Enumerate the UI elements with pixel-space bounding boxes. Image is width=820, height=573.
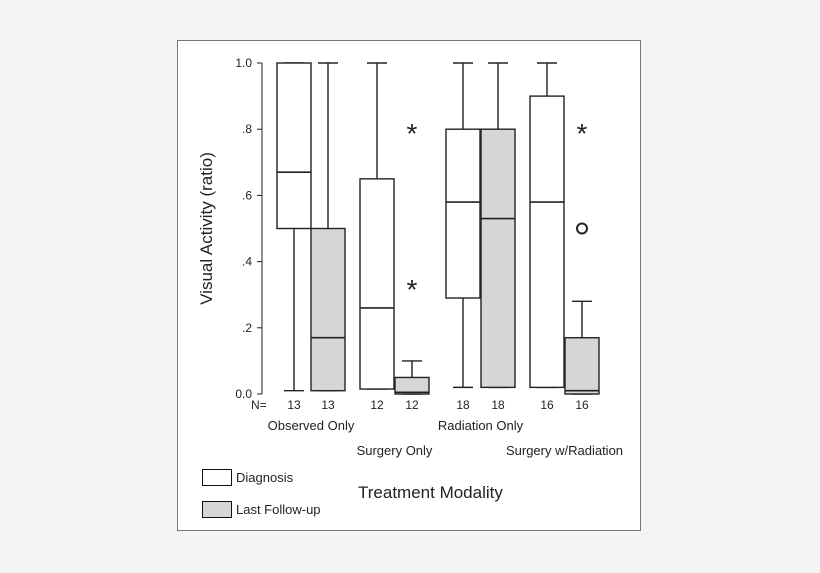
y-tick-label-5: 1.0 (235, 56, 252, 70)
y-tick-label-0: 0.0 (235, 387, 252, 401)
n-prefix-label: N= (251, 398, 267, 412)
n-count-diagnosis-2: 18 (456, 398, 470, 412)
box-last-follow-up-0 (310, 227, 346, 392)
n-count-last-follow-up-0: 13 (321, 398, 335, 412)
box-diagnosis-2 (445, 128, 481, 299)
box-diagnosis-1 (359, 178, 395, 390)
outlier-star-last-follow-up-1-1: * (407, 274, 418, 305)
group-label-radiation-only: Radiation Only (438, 418, 524, 433)
legend-label-diagnosis: Diagnosis (236, 470, 294, 485)
n-count-diagnosis-1: 12 (370, 398, 384, 412)
group-label-surgery-w-radiation: Surgery w/Radiation (506, 443, 623, 458)
box-last-follow-up-1 (394, 376, 430, 395)
y-tick-label-1: .2 (242, 321, 252, 335)
y-axis-title: Visual Activity (ratio) (197, 152, 216, 305)
group-label-observed-only: Observed Only (268, 418, 355, 433)
box-plot: 0.0 .2 .4 .6 .8 1.0 Visual Activity (ratio) N= 1… (197, 56, 623, 458)
group-label-surgery-only: Surgery Only (357, 443, 433, 458)
y-tick-label-3: .6 (242, 188, 252, 202)
n-count-diagnosis-3: 16 (540, 398, 554, 412)
n-count-last-follow-up-2: 18 (491, 398, 505, 412)
outlier-star-last-follow-up-1-0: * (407, 118, 418, 149)
box-last-follow-up-2 (480, 128, 516, 389)
outlier-star-last-follow-up-3-0: * (577, 118, 588, 149)
box-diagnosis-3 (529, 95, 565, 389)
legend-label-last-follow-up: Last Follow-up (236, 502, 321, 517)
y-tick-label-4: .8 (242, 122, 252, 136)
box-diagnosis-0 (276, 62, 312, 230)
n-count-last-follow-up-3: 16 (575, 398, 589, 412)
x-axis-title: Treatment Modality (358, 483, 503, 502)
n-count-diagnosis-0: 13 (287, 398, 301, 412)
n-count-last-follow-up-1: 12 (405, 398, 419, 412)
legend-swatch-last-follow-up (202, 501, 232, 518)
y-tick-label-2: .4 (242, 255, 252, 269)
outlier-circle-last-follow-up-3-1 (576, 222, 588, 235)
box-last-follow-up-3 (564, 337, 600, 395)
chart-figure: 0.0 .2 .4 .6 .8 1.0 Visual Activity (ratio) N= 1… (177, 40, 641, 531)
legend-swatch-diagnosis (202, 469, 232, 486)
